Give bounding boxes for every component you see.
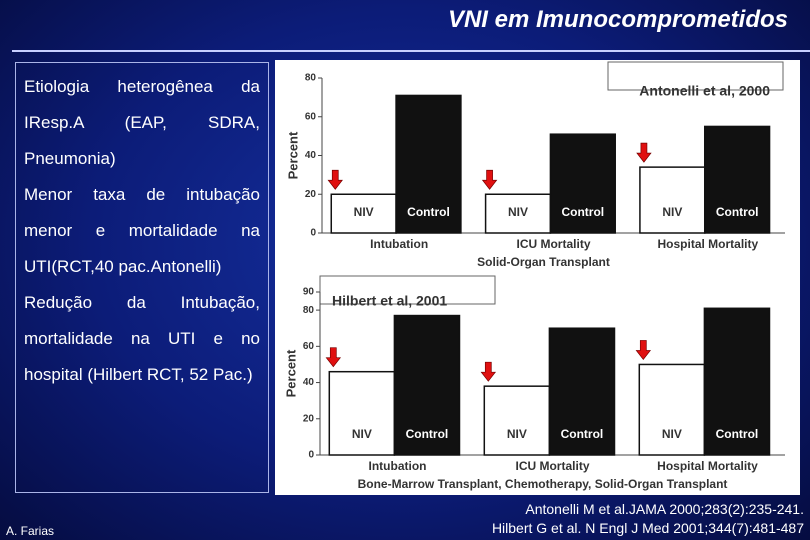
charts: Antonelli et al, 2000 0 20 40 60 80 Percent Int… [275,60,800,495]
x-tick-label: Intubation [370,237,428,251]
bar-series-label: Control [407,205,450,219]
chart-title: Antonelli et al, 2000 [639,83,770,99]
bar [484,193,552,234]
y-axis-label: Percent [285,131,300,179]
y-tick-label: 60 [305,111,317,122]
y-tick-label: 40 [303,377,315,388]
bar [393,314,461,456]
y-tick-label: 0 [310,228,316,239]
x-tick-label: Intubation [369,459,427,473]
text-box: Etiologia heterogênea da IResp.A (EAP, S… [15,62,269,493]
title-frame [607,61,784,91]
y-tick-label: 90 [303,287,315,298]
bar [703,307,771,456]
bar-series-label: Control [561,427,604,441]
bar [548,327,616,456]
bar-series-label: NIV [352,427,372,441]
bullet: Menor taxa de intubação menor e mortalid… [24,185,260,276]
bar [330,193,397,234]
author: A. Farias [6,524,55,538]
bar [703,125,771,234]
bar-series-label: NIV [507,427,527,441]
y-tick-label: 20 [305,189,317,200]
bullet: Etiologia heterogênea da IResp.A (EAP, S… [24,77,260,168]
x-tick-label: Hospital Mortality [657,459,758,473]
x-tick-label: Hospital Mortality [657,237,758,251]
bar-series-label: Control [716,205,759,219]
x-axis-label: Bone-Marrow Transplant, Chemotherapy, So… [358,477,728,491]
x-axis-label: Solid-Organ Transplant [477,255,610,269]
y-tick-label: 0 [308,450,314,461]
red-arrow [327,169,343,190]
bar-series-label: NIV [662,427,682,441]
reference: Hilbert G et al. N Engl J Med 2001;344(7… [491,520,804,536]
y-axis-label: Percent [283,349,298,397]
bar [328,370,396,456]
title-frame [319,275,496,305]
red-arrow [325,347,342,368]
y-tick-label: 20 [303,413,315,424]
x-tick-label: ICU Mortality [515,459,589,473]
reference: Antonelli M et al.JAMA 2000;283(2):235-2… [525,501,804,517]
bar-series-label: NIV [354,205,374,219]
bar [483,385,551,456]
bullet: Redução da Intubação, mortalidade na UTI… [24,293,260,384]
bar-series-label: NIV [508,205,528,219]
y-tick-label: 60 [303,341,315,352]
title-rule [12,50,810,52]
bar [395,94,462,234]
red-arrow [635,340,652,361]
y-tick-label: 80 [303,305,315,316]
red-arrow [480,361,497,382]
bar-series-label: Control [716,427,759,441]
y-tick-label: 80 [305,73,317,84]
x-tick-label: ICU Mortality [516,237,590,251]
references: Antonelli M et al.JAMA 2000;283(2):235-2… [492,500,804,538]
y-tick-label: 40 [305,150,317,161]
red-arrow [636,142,652,163]
red-arrow [481,169,498,190]
bar [638,363,706,456]
bar-series-label: Control [561,205,604,219]
bar [639,166,706,234]
slide-title: VNI em Imunocomprometidos [447,6,788,33]
bar-series-label: NIV [662,205,682,219]
chart-title: Hilbert et al, 2001 [332,293,447,309]
bar [549,133,616,234]
bar-series-label: Control [406,427,449,441]
